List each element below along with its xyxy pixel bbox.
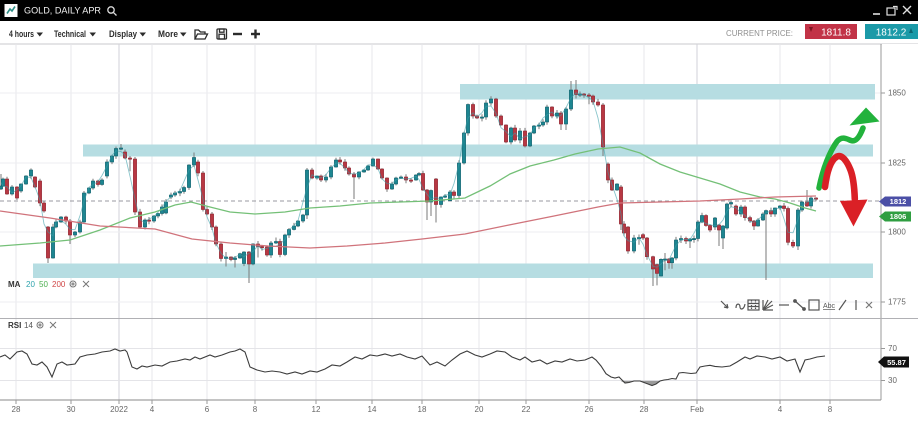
svg-text:28: 28 [12, 405, 21, 414]
svg-text:GOLD, DAILY APR: GOLD, DAILY APR [24, 6, 101, 16]
svg-text:14: 14 [24, 321, 33, 330]
svg-text:More: More [158, 29, 178, 40]
svg-text:Display: Display [109, 29, 138, 40]
svg-text:14: 14 [368, 405, 377, 414]
svg-text:1775: 1775 [888, 298, 906, 307]
svg-text:MA: MA [8, 280, 21, 289]
svg-text:1850: 1850 [888, 89, 906, 98]
svg-text:55.87: 55.87 [887, 358, 906, 367]
svg-text:1812: 1812 [890, 197, 907, 206]
svg-text:18: 18 [418, 405, 427, 414]
svg-text:1811.8: 1811.8 [821, 28, 851, 39]
svg-text:CURRENT PRICE:: CURRENT PRICE: [726, 28, 793, 38]
svg-text:1825: 1825 [888, 159, 906, 168]
svg-text:Abc: Abc [823, 303, 836, 310]
svg-text:70: 70 [888, 344, 897, 353]
svg-text:30: 30 [888, 376, 897, 385]
svg-text:20: 20 [26, 280, 35, 289]
svg-text:Feb: Feb [690, 405, 704, 414]
svg-text:4 hours: 4 hours [9, 29, 34, 40]
svg-text:6: 6 [205, 405, 210, 414]
svg-text:12: 12 [312, 405, 321, 414]
svg-text:4: 4 [778, 405, 783, 414]
svg-text:8: 8 [828, 405, 833, 414]
svg-text:26: 26 [585, 405, 594, 414]
svg-text:50: 50 [39, 280, 48, 289]
svg-text:1806: 1806 [890, 212, 907, 221]
svg-text:30: 30 [67, 405, 76, 414]
svg-text:1800: 1800 [888, 228, 906, 237]
svg-text:22: 22 [522, 405, 531, 414]
svg-text:1812.2: 1812.2 [876, 28, 907, 39]
svg-text:Technical: Technical [54, 29, 86, 40]
svg-text:28: 28 [640, 405, 649, 414]
svg-text:8: 8 [253, 405, 258, 414]
svg-text:4: 4 [150, 405, 155, 414]
svg-text:2022: 2022 [110, 405, 128, 414]
svg-text:RSI: RSI [8, 321, 21, 330]
svg-text:20: 20 [475, 405, 484, 414]
svg-text:200: 200 [52, 280, 66, 289]
